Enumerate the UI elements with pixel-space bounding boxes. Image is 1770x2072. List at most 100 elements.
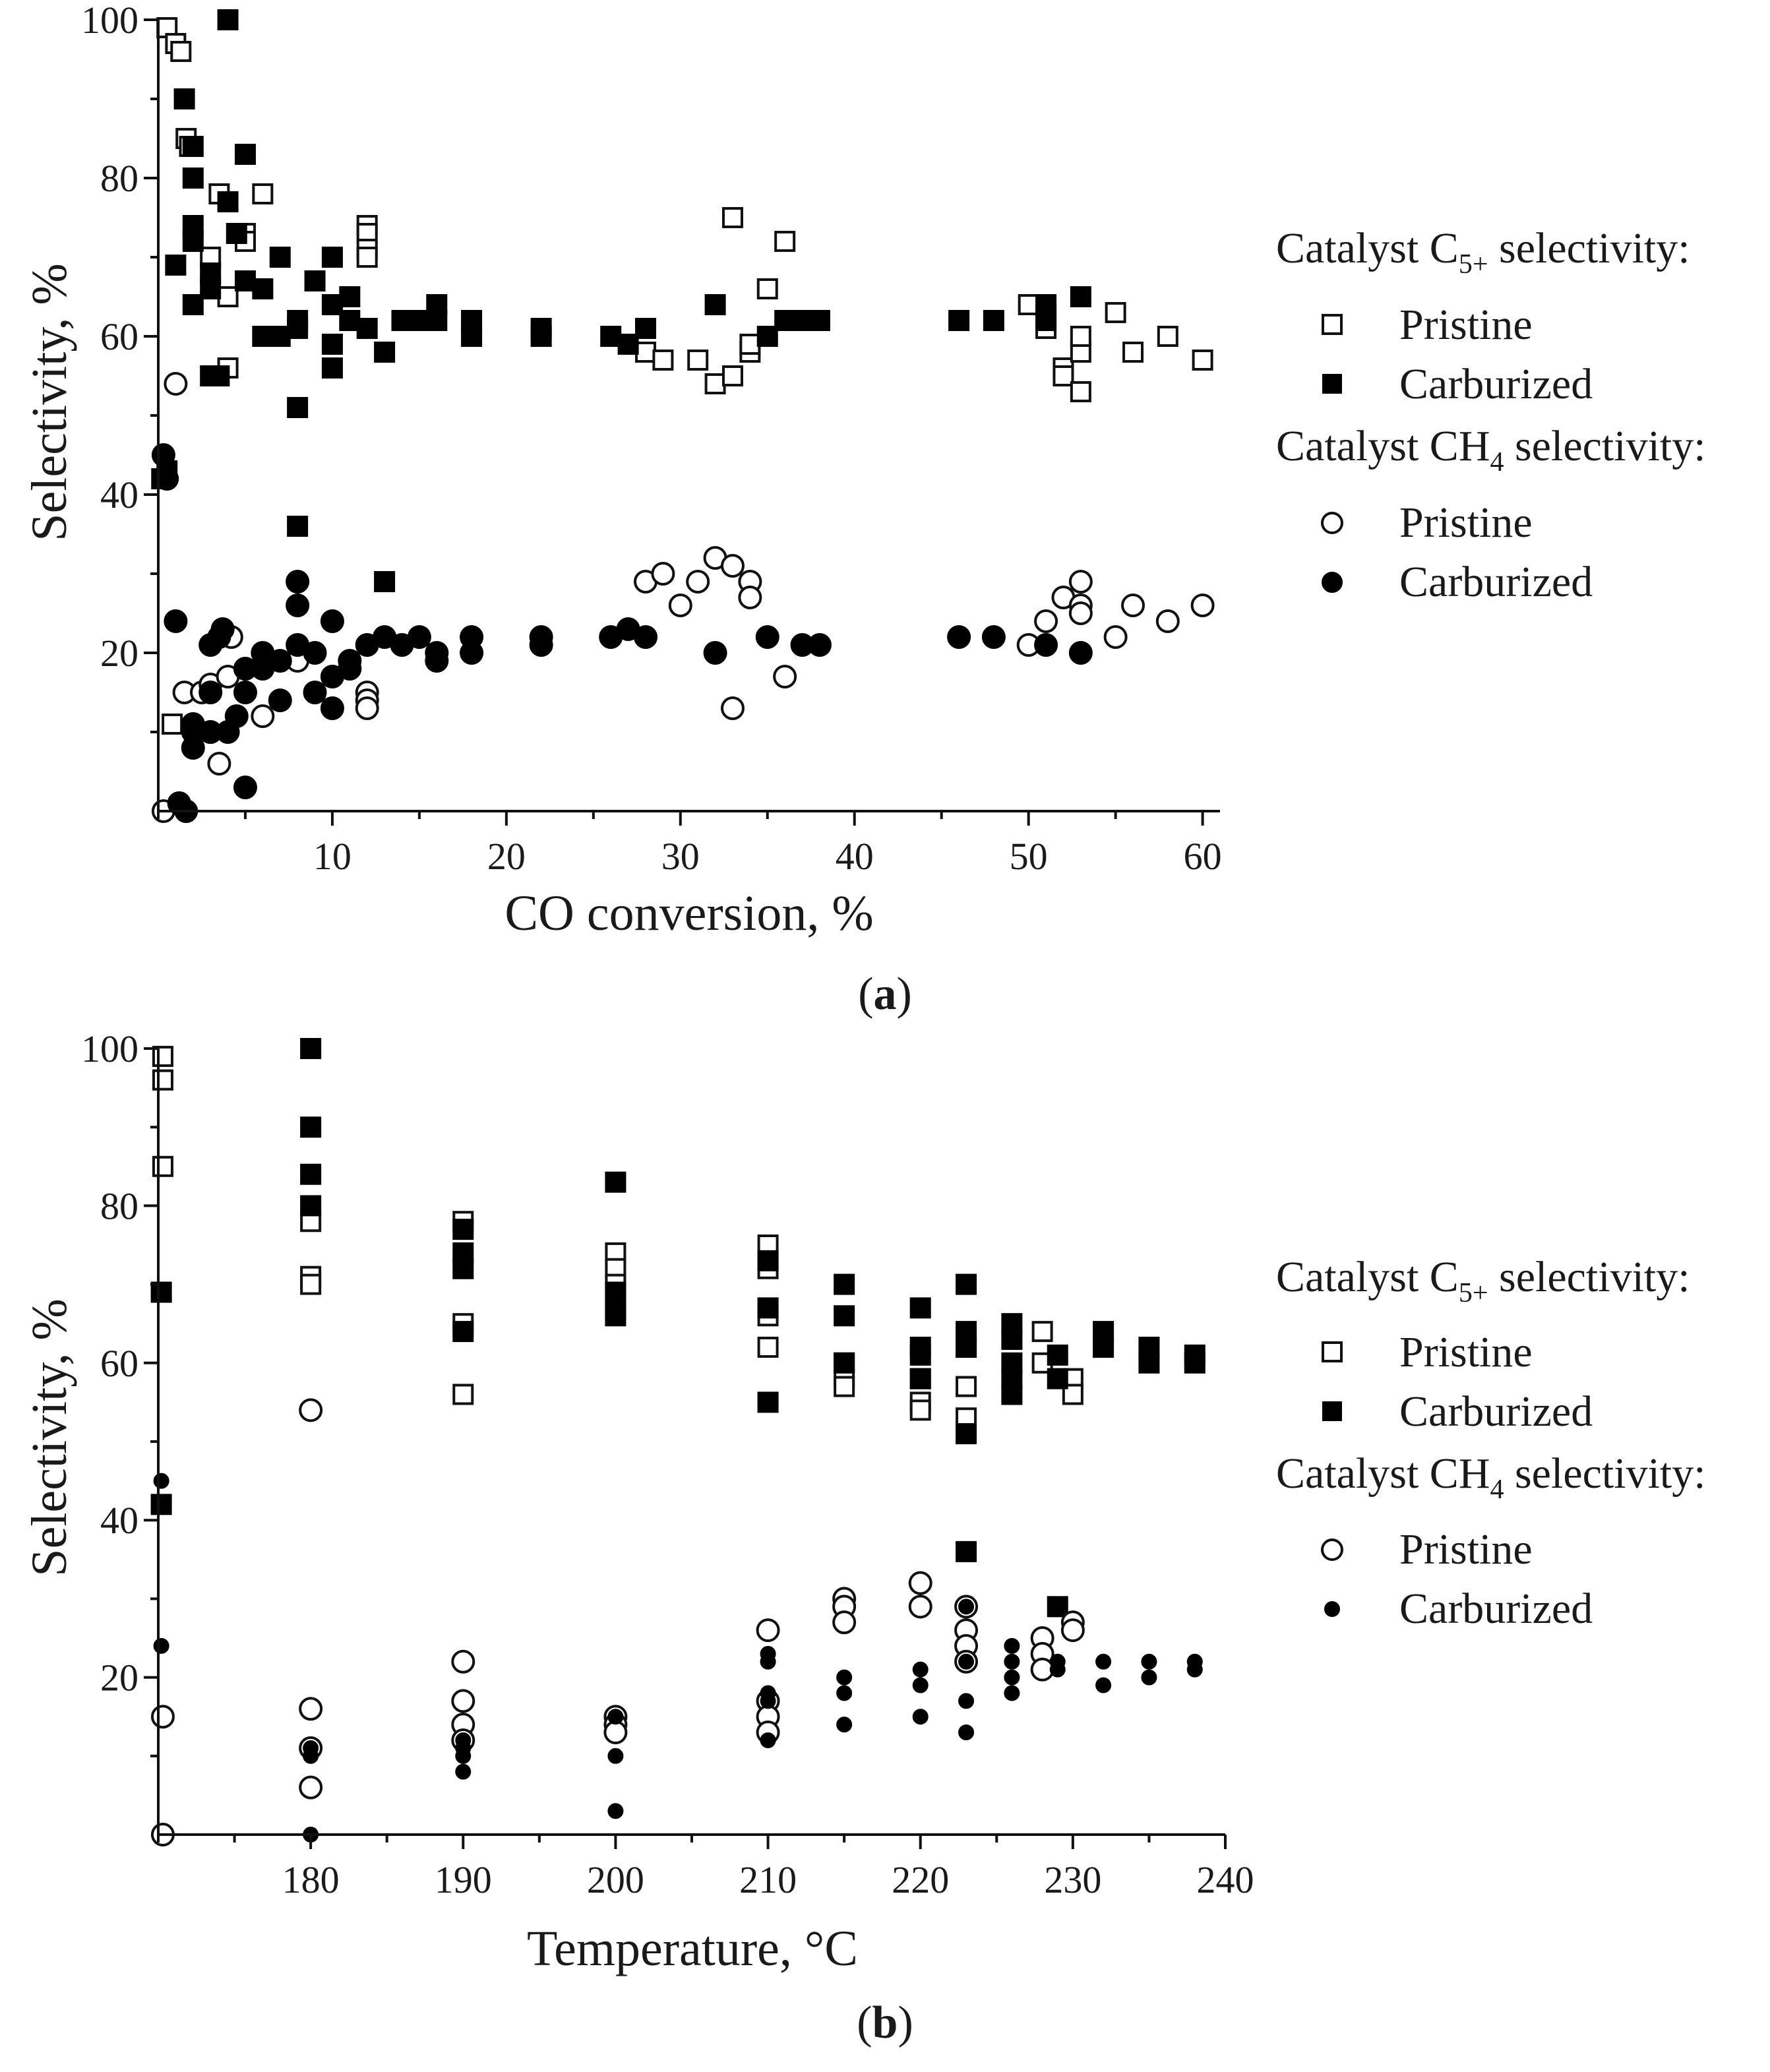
data-point-b-circle-filled bbox=[455, 1748, 472, 1764]
data-point-b-square-filled bbox=[300, 1163, 322, 1185]
data-point-b-circle-open bbox=[832, 1610, 857, 1635]
data-point-a-square-open bbox=[687, 350, 709, 371]
legend-a-c5-pristine: Pristine bbox=[1399, 301, 1533, 349]
data-point-b-circle-filled bbox=[958, 1653, 975, 1670]
data-point-b-square-filled bbox=[834, 1352, 855, 1374]
data-point-b-circle-open bbox=[299, 1398, 323, 1422]
data-point-b-square-open bbox=[834, 1376, 855, 1397]
y-tick-label: 40 bbox=[100, 473, 138, 516]
chart-a-x-label: CO conversion, % bbox=[504, 886, 873, 941]
data-point-a-circle-open bbox=[738, 586, 762, 609]
data-point-a-circle-open bbox=[668, 594, 692, 617]
x-tick-label: 10 bbox=[313, 835, 351, 878]
data-point-a-circle-open bbox=[720, 696, 745, 720]
data-point-b-circle-open bbox=[299, 1775, 323, 1800]
data-point-b-square-filled bbox=[605, 1171, 626, 1193]
x-tick-label: 40 bbox=[836, 835, 874, 878]
data-point-a-square-filled bbox=[304, 270, 326, 291]
y-tick-label: 100 bbox=[81, 0, 138, 42]
data-point-a-circle-filled bbox=[407, 625, 431, 649]
data-point-b-square-filled bbox=[834, 1273, 855, 1295]
data-point-a-square-filled bbox=[269, 247, 291, 268]
data-point-a-square-open bbox=[704, 373, 726, 394]
data-point-b-circle-filled bbox=[303, 1748, 319, 1764]
legend-a-c5-carburized: Carburized bbox=[1399, 360, 1593, 408]
data-point-a-square-filled bbox=[287, 318, 309, 339]
data-point-a-square-open bbox=[635, 342, 657, 363]
data-point-b-square-filled bbox=[834, 1305, 855, 1327]
data-point-a-circle-open bbox=[1034, 609, 1058, 633]
data-point-a-square-filled bbox=[321, 357, 343, 379]
data-point-a-square-open bbox=[652, 350, 674, 371]
data-point-a-circle-open bbox=[1068, 570, 1093, 594]
data-point-a-circle-open bbox=[1121, 594, 1145, 617]
data-point-a-square-filled bbox=[983, 310, 1004, 331]
data-point-b-square-open bbox=[1031, 1321, 1053, 1343]
data-point-a-square-open bbox=[1018, 294, 1039, 315]
data-point-a-circle-filled bbox=[164, 609, 188, 633]
legend-b-carburized-circle-marker bbox=[1324, 1601, 1340, 1617]
data-point-a-square-filled bbox=[217, 191, 239, 212]
data-point-a-circle-filled bbox=[198, 681, 223, 704]
data-point-a-square-filled bbox=[600, 326, 622, 347]
x-tick-label: 200 bbox=[587, 1858, 644, 1901]
data-point-b-circle-open bbox=[451, 1689, 475, 1713]
data-point-b-square-filled bbox=[150, 1494, 172, 1515]
data-point-a-circle-filled bbox=[233, 681, 257, 704]
data-point-a-square-filled bbox=[200, 262, 222, 284]
data-point-a-circle-filled bbox=[755, 625, 779, 649]
legend-a-pristine-circle-marker bbox=[1321, 512, 1343, 534]
panel-b-letter: b bbox=[872, 1997, 898, 2048]
data-point-a-square-filled bbox=[173, 88, 195, 109]
data-point-a-square-filled bbox=[774, 310, 796, 331]
data-point-b-circle-open bbox=[1060, 1618, 1085, 1643]
data-point-a-circle-filled bbox=[529, 633, 553, 657]
chart-a-ticks: 10 20 30 40 50 60 20 40 60 80 100 bbox=[81, 0, 1222, 878]
data-point-b-circle-filled bbox=[912, 1709, 929, 1725]
data-point-b-circle-open bbox=[150, 1705, 175, 1729]
x-tick-label: 210 bbox=[739, 1858, 797, 1901]
data-point-a-square-filled bbox=[948, 310, 970, 331]
data-point-b-circle-open bbox=[908, 1595, 932, 1619]
panel-a-letter: a bbox=[874, 969, 897, 1020]
legend-b-c5-sub: 5+ bbox=[1459, 1278, 1488, 1308]
data-point-a-square-open bbox=[739, 334, 761, 355]
data-point-b-circle-filled bbox=[153, 1637, 169, 1654]
legend-b-ch4-pristine: Pristine bbox=[1399, 1525, 1533, 1573]
data-point-b-circle-filled bbox=[1004, 1685, 1020, 1701]
data-point-a-square-open bbox=[1053, 365, 1074, 386]
data-point-a-square-open bbox=[162, 714, 183, 735]
data-point-a-square-filled bbox=[635, 318, 657, 339]
data-point-a-circle-open bbox=[251, 704, 275, 728]
data-point-a-circle-filled bbox=[947, 625, 971, 649]
data-point-a-square-filled bbox=[356, 318, 378, 339]
data-point-b-circle-filled bbox=[1095, 1653, 1112, 1670]
data-point-a-square-filled bbox=[182, 294, 204, 315]
data-point-b-square-open bbox=[452, 1384, 474, 1405]
data-point-a-square-filled bbox=[408, 310, 430, 331]
chart-a-marks bbox=[151, 9, 1215, 823]
legend-a-c5-title: Catalyst C5+ selectivity: bbox=[1276, 224, 1690, 280]
data-point-a-square-filled bbox=[321, 294, 343, 315]
data-point-a-square-open bbox=[1105, 302, 1126, 323]
data-point-a-square-open bbox=[252, 183, 274, 204]
data-point-b-circle-filled bbox=[1004, 1653, 1020, 1670]
y-tick-label: 100 bbox=[81, 1027, 138, 1070]
data-point-b-square-filled bbox=[300, 1116, 322, 1138]
data-point-b-circle-filled bbox=[958, 1724, 975, 1741]
data-point-a-square-filled bbox=[287, 516, 309, 537]
data-point-b-square-filled bbox=[909, 1297, 931, 1319]
data-point-a-square-open bbox=[774, 231, 796, 252]
data-point-b-circle-filled bbox=[1141, 1653, 1157, 1670]
legend-b-pristine-circle-marker bbox=[1321, 1539, 1343, 1561]
data-point-a-circle-open bbox=[720, 554, 745, 578]
data-point-a-square-filled bbox=[234, 144, 256, 165]
data-point-b-circle-filled bbox=[153, 1473, 169, 1489]
data-point-b-square-filled bbox=[956, 1423, 977, 1445]
data-point-a-circle-filled bbox=[286, 594, 310, 617]
data-point-b-square-open bbox=[152, 1069, 173, 1091]
data-point-a-square-filled bbox=[1035, 294, 1057, 315]
legend-a-ch4-pristine: Pristine bbox=[1399, 499, 1533, 547]
legend-b-ch4-sub: 4 bbox=[1490, 1475, 1504, 1505]
data-point-b-square-filled bbox=[605, 1305, 626, 1327]
